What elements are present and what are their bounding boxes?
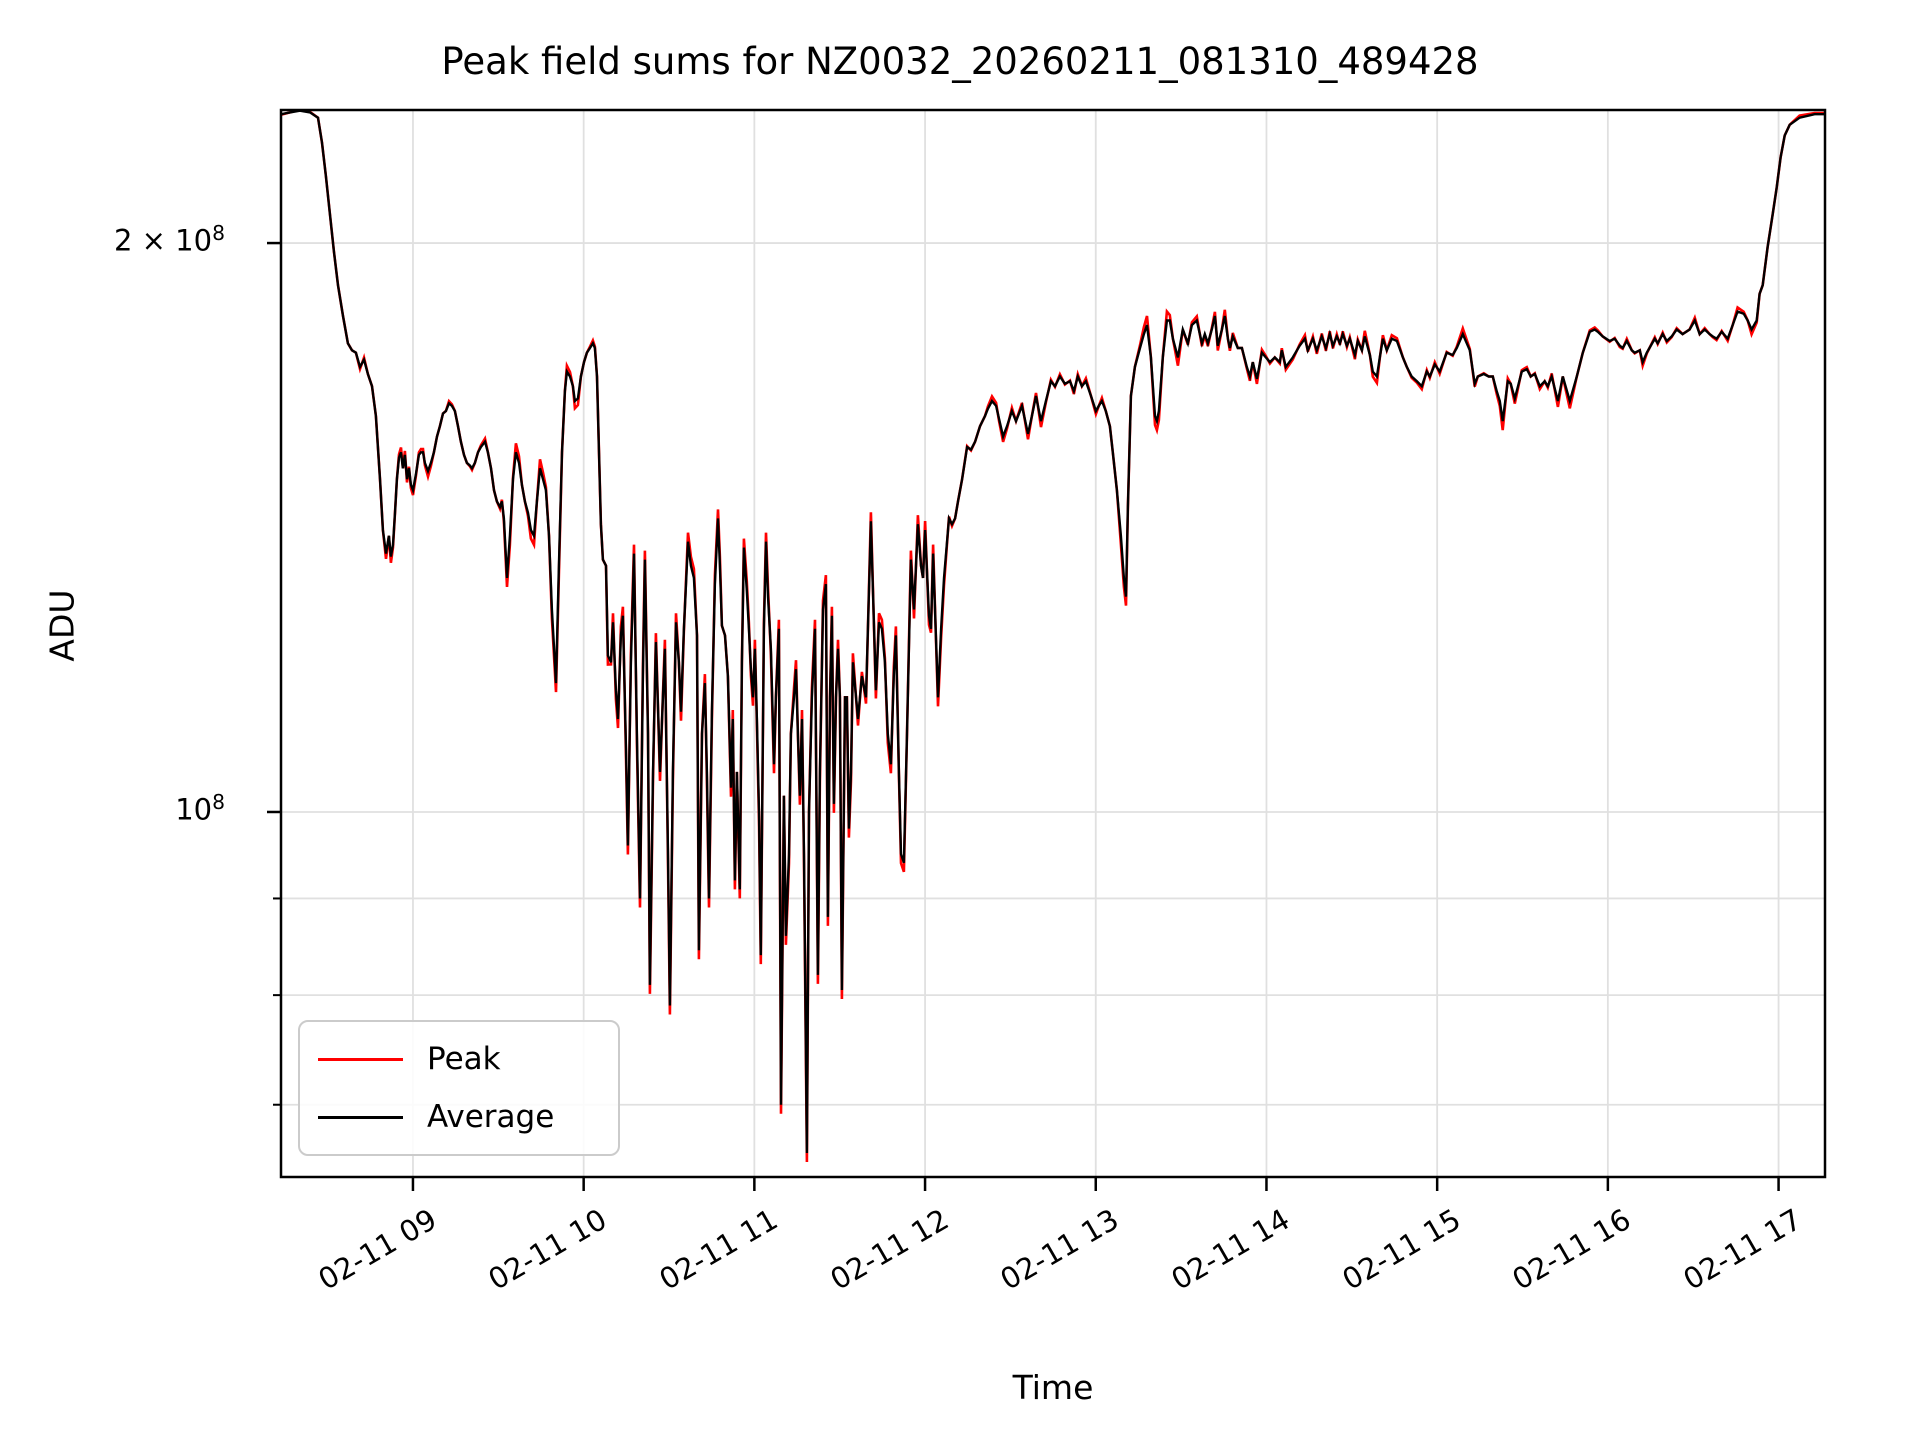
chart-title-text: Peak field sums for NZ0032_20260211_0813…: [441, 40, 1479, 83]
legend-item-average: Average: [318, 1099, 618, 1135]
legend-item-peak: Peak: [318, 1041, 618, 1077]
peak-line: [281, 110, 1825, 1163]
legend-label: Peak: [427, 1041, 501, 1077]
legend-line-sample: [318, 1115, 403, 1119]
y-tick-label: 2 × 108: [114, 221, 225, 258]
average-line: [281, 110, 1825, 1154]
chart-title: Peak field sums for NZ0032_20260211_0813…: [0, 40, 1920, 83]
y-axis-label: ADU: [42, 589, 82, 662]
x-axis-label: Time: [1012, 1368, 1094, 1407]
legend-label: Average: [427, 1099, 555, 1135]
y-tick-label: 108: [175, 789, 225, 827]
legend-line-sample: [318, 1057, 403, 1061]
legend: Peak Average: [298, 1020, 620, 1156]
plot-border: [279, 108, 1827, 1179]
